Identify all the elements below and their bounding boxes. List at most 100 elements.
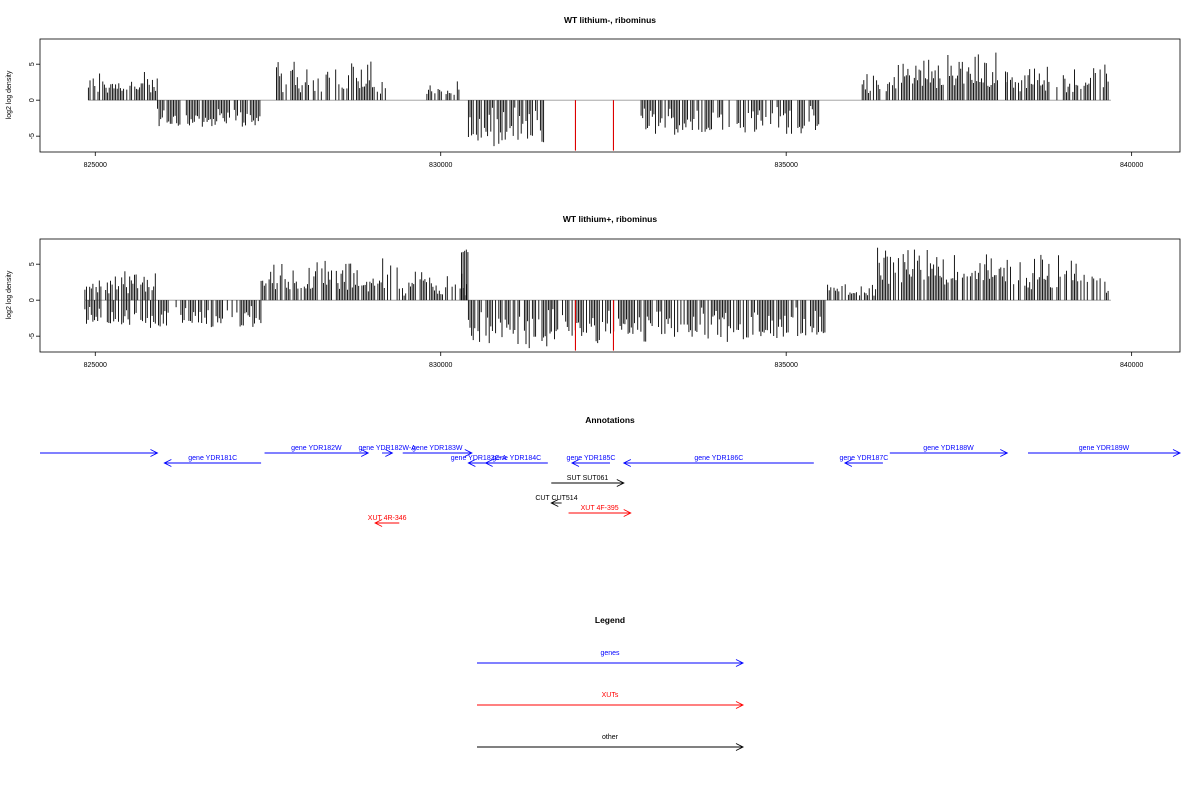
feature-label: gene YDR183C-A — [451, 455, 507, 462]
x-tick-label: 840000 — [1120, 362, 1143, 369]
feature-arrow — [889, 449, 1009, 457]
legend-arrow — [477, 743, 745, 751]
x-tick-label: 840000 — [1120, 162, 1143, 169]
plot-area: -5 0 5 825000 830000 835000 840000 — [29, 238, 1181, 369]
feature-gene: gene YDR184C — [484, 455, 548, 467]
x-tick-label: 835000 — [775, 162, 798, 169]
coverage-segment — [260, 258, 398, 301]
feature-other: CUT CUT514 — [535, 495, 578, 507]
feature-arrow — [163, 459, 262, 467]
coverage-segment — [550, 300, 826, 344]
feature-label: gene YDR185C — [567, 455, 616, 462]
x-tick-label: 830000 — [429, 362, 452, 369]
coverage-segment — [467, 100, 545, 147]
feature-label: gene YDR182W-A — [359, 445, 417, 452]
y-tick-label: 0 — [29, 298, 36, 302]
feature-label: CUT CUT514 — [535, 495, 577, 502]
y-tick-label: 5 — [29, 62, 36, 66]
legend-arrow — [477, 701, 745, 709]
legend-items: genes XUTs other — [477, 650, 745, 751]
y-tick-label: 5 — [29, 262, 36, 266]
feature-gene: gene YDR189W — [1028, 445, 1182, 457]
feature-label: XUT 4R-346 — [368, 515, 407, 522]
coverage-panel-lithium-plus: WT lithium+, ribominus log2 log density … — [6, 214, 1181, 369]
legend-entry: XUTs — [477, 692, 745, 709]
coverage-segment — [1010, 254, 1109, 301]
panel-title: WT lithium-, ribominus — [564, 15, 656, 25]
feature-gene: gene YDR182W-A — [359, 445, 417, 457]
coverage-segment — [861, 74, 897, 101]
coverage-segment — [1006, 64, 1109, 101]
feature-arrow — [622, 459, 814, 467]
feature-XUT: XUT 4F-395 — [568, 505, 632, 517]
feature-label: SUT SUT061 — [567, 475, 609, 482]
feature-label: gene YDR181C — [188, 455, 237, 462]
feature-gene: gene YDR182W — [264, 445, 370, 457]
feature-gene: gene YDR186C — [622, 455, 814, 467]
feature-arrow — [402, 449, 473, 457]
feature-arrow — [550, 499, 562, 507]
legend-arrow — [477, 659, 745, 667]
coverage-segment — [426, 81, 460, 101]
feature-XUT: XUT 4R-346 — [368, 515, 407, 527]
feature-label: gene YDR184C — [492, 455, 541, 462]
feature-label: gene YDR187C — [839, 455, 888, 462]
plot-frame — [39, 38, 1181, 153]
coverage-segment — [827, 284, 877, 301]
feature-label: gene YDR189W — [1079, 445, 1130, 452]
x-tick-label: 835000 — [775, 362, 798, 369]
coverage-segment — [276, 61, 386, 101]
coverage-segment — [157, 100, 261, 127]
feature-label: gene YDR186C — [694, 455, 743, 462]
plot-frame — [39, 238, 1181, 353]
feature-arrow — [264, 449, 370, 457]
coverage-segment — [461, 249, 469, 301]
legend-label: XUTs — [602, 692, 619, 699]
legend-label: other — [602, 734, 619, 741]
feature-arrow — [843, 459, 883, 467]
feature-arrow — [570, 459, 610, 467]
coverage-segment — [84, 271, 156, 301]
x-tick-label: 825000 — [84, 162, 107, 169]
coverage-segment — [640, 100, 820, 135]
feature-gene — [40, 449, 159, 457]
feature-other: SUT SUT061 — [551, 475, 625, 487]
legend-entry: other — [477, 734, 745, 751]
feature-gene: gene YDR185C — [567, 455, 616, 467]
annotation-track: Annotations gene YDR181C gene YDR182W gene… — [40, 415, 1182, 527]
coverage-segment — [87, 72, 158, 101]
feature-arrow — [551, 479, 625, 487]
coverage-segment — [84, 300, 262, 328]
feature-arrow — [382, 449, 394, 457]
y-axis-label: log2 log density — [6, 270, 13, 319]
feature-label: gene YDR183W — [412, 445, 463, 452]
feature-gene: gene YDR187C — [839, 455, 888, 467]
coverage-segment — [877, 247, 1008, 301]
x-tick-label: 825000 — [84, 362, 107, 369]
coverage-segment — [467, 300, 551, 349]
y-tick-label: -5 — [29, 133, 36, 139]
feature-arrow — [568, 509, 632, 517]
y-axis-label: log2 log density — [6, 70, 13, 119]
panel-title: WT lithium+, ribominus — [563, 214, 657, 224]
annotations-title: Annotations — [585, 415, 635, 425]
feature-label: gene YDR188W — [923, 445, 974, 452]
feature-gene: gene YDR181C — [163, 455, 262, 467]
legend-entry: genes — [477, 650, 745, 667]
coverage-panel-lithium-minus: WT lithium-, ribominus log2 log density … — [6, 15, 1181, 169]
feature-arrow — [484, 459, 548, 467]
coverage-segment — [398, 271, 467, 301]
y-tick-label: 0 — [29, 98, 36, 102]
feature-arrow — [1028, 449, 1182, 457]
feature-label: XUT 4F-395 — [581, 505, 619, 512]
coverage-segment — [897, 52, 1008, 101]
feature-gene: gene YDR183W — [402, 445, 473, 457]
legend: Legend genes XUTs other — [477, 615, 745, 751]
legend-title: Legend — [595, 615, 625, 625]
feature-label: gene YDR182W — [291, 445, 342, 452]
feature-arrow — [40, 449, 159, 457]
plot-area: -5 0 5 825000 830000 835000 840000 — [29, 38, 1181, 169]
feature-arrow — [374, 519, 400, 527]
